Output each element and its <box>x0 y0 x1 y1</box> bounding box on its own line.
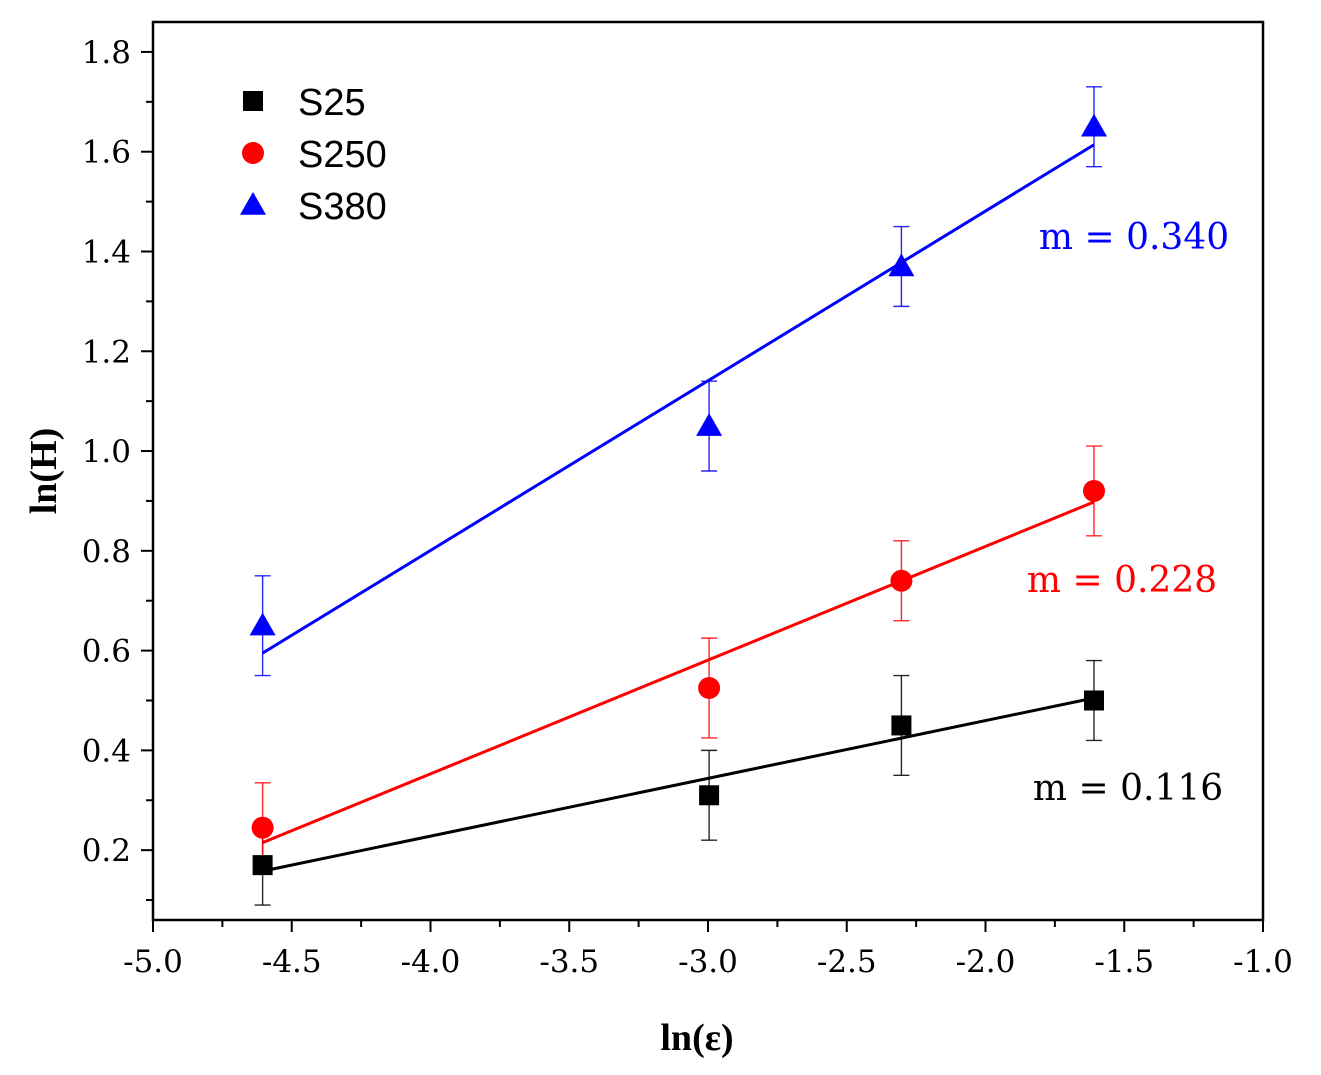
slope-label-s380: m = 0.340 <box>1039 217 1229 258</box>
x-tick-label: -5.0 <box>123 944 183 980</box>
slope-label-s250: m = 0.228 <box>1027 560 1217 601</box>
data-point-s25 <box>891 715 912 736</box>
data-points <box>249 113 1108 876</box>
y-tick-label: 1.2 <box>82 334 131 370</box>
data-point-s250 <box>251 816 274 839</box>
x-tick-label: -1.0 <box>1233 944 1293 980</box>
y-tick-label: 0.8 <box>82 534 131 570</box>
data-point-s250 <box>698 677 721 700</box>
y-tick-label: 0.2 <box>82 833 131 869</box>
legend-label-s250: S250 <box>298 134 387 176</box>
y-tick-label: 1.4 <box>82 234 131 270</box>
legend: S25 S250 S380 <box>240 82 387 228</box>
y-tick-label: 1.0 <box>82 434 131 470</box>
legend-label-s380: S380 <box>298 186 387 228</box>
data-point-s380 <box>696 413 723 436</box>
x-tick-label: -1.5 <box>1094 944 1154 980</box>
x-tick-label: -4.0 <box>401 944 461 980</box>
data-point-s380 <box>888 253 915 277</box>
legend-label-s25: S25 <box>298 82 366 124</box>
y-axis-ticks: 0.2 0.4 0.6 0.8 1.0 1.2 1.4 1.6 1.8 <box>82 35 153 902</box>
x-tick-label: -3.0 <box>678 944 738 980</box>
legend-marker-s25 <box>243 91 263 111</box>
fit-lines <box>261 143 1095 873</box>
data-point-s380 <box>249 612 276 636</box>
y-tick-label: 1.6 <box>82 135 131 171</box>
fit-line-s25 <box>262 696 1095 873</box>
slope-label-s25: m = 0.116 <box>1033 768 1223 809</box>
data-point-s25 <box>252 855 273 876</box>
x-tick-label: -2.0 <box>956 944 1016 980</box>
y-tick-label: 0.4 <box>82 733 131 769</box>
data-point-s380 <box>1081 113 1108 137</box>
y-tick-label: 1.8 <box>82 35 131 71</box>
fit-line-s380 <box>261 143 1095 655</box>
data-point-s250 <box>890 569 913 592</box>
x-tick-label: -4.5 <box>262 944 322 980</box>
y-axis-title: ln(H) <box>23 428 65 515</box>
x-axis-ticks: -5.0 -4.5 -4.0 -3.5 -3.0 -2.5 -2.0 -1.5 -1.0 <box>123 920 1293 980</box>
y-tick-label: 0.6 <box>82 634 131 670</box>
slope-annotations: m = 0.116 m = 0.228 m = 0.340 <box>1027 217 1229 809</box>
data-point-s25 <box>699 785 720 806</box>
fit-line-s250 <box>262 500 1095 845</box>
x-axis-title: ln(ε) <box>660 1017 733 1059</box>
data-point-s25 <box>1084 690 1105 711</box>
data-point-s250 <box>1083 479 1106 502</box>
x-tick-label: -3.5 <box>539 944 599 980</box>
x-tick-label: -2.5 <box>817 944 877 980</box>
legend-marker-s380 <box>240 192 266 215</box>
legend-marker-s250 <box>242 142 264 164</box>
